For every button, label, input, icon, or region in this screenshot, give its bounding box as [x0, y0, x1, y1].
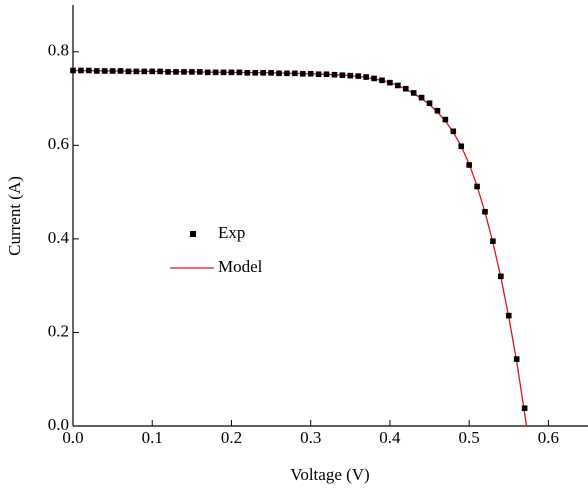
data-point — [212, 69, 219, 76]
data-point — [331, 71, 338, 78]
data-point — [70, 67, 76, 74]
x-tick-label: 0.3 — [300, 428, 321, 447]
data-point — [387, 79, 393, 86]
x-tick-label: 0.4 — [379, 428, 401, 447]
data-point — [244, 70, 251, 76]
x-tick-label: 0.0 — [62, 428, 83, 447]
x-tick-label: 0.1 — [142, 428, 163, 447]
data-point — [315, 71, 322, 78]
data-point — [355, 73, 362, 79]
data-point — [204, 69, 211, 76]
y-tick-label: 0.6 — [48, 134, 69, 153]
data-point — [521, 405, 528, 412]
data-point — [379, 77, 385, 84]
data-point — [157, 68, 163, 75]
x-tick-label: 0.2 — [221, 428, 242, 447]
data-point — [498, 273, 504, 280]
data-point — [260, 70, 266, 76]
data-point — [426, 100, 433, 107]
y-axis-label: Current (A) — [5, 176, 24, 256]
data-point — [86, 67, 92, 74]
data-point — [442, 116, 449, 123]
model-line — [72, 69, 528, 427]
data-point — [482, 208, 488, 215]
data-point — [236, 69, 243, 76]
data-point — [196, 69, 203, 75]
data-point — [125, 68, 132, 75]
data-point — [505, 312, 512, 319]
data-point — [133, 68, 140, 75]
data-point — [363, 74, 369, 80]
y-tick-label: 0.0 — [48, 415, 69, 434]
data-point — [466, 162, 472, 168]
data-point — [474, 183, 480, 190]
data-point — [276, 70, 282, 77]
x-axis-label: Voltage (V) — [290, 465, 369, 484]
data-point — [101, 68, 108, 74]
data-point — [268, 70, 274, 76]
x-tick-label: 0.6 — [538, 428, 559, 447]
legend-label: Model — [218, 257, 263, 276]
y-tick-label: 0.8 — [48, 41, 69, 60]
data-point — [165, 69, 171, 75]
data-point — [189, 69, 195, 75]
data-point — [434, 107, 441, 114]
data-point — [93, 68, 100, 74]
y-tick-label: 0.4 — [48, 228, 70, 247]
legend-label: Exp — [218, 223, 245, 242]
data-point — [339, 72, 346, 78]
data-point — [109, 68, 116, 74]
data-point — [395, 82, 401, 89]
data-point — [181, 69, 187, 75]
data-point — [149, 68, 156, 75]
data-point — [284, 70, 290, 77]
x-tick-label: 0.5 — [459, 428, 480, 447]
data-point — [292, 70, 298, 77]
data-point — [299, 70, 306, 77]
data-point — [490, 238, 496, 245]
data-point — [458, 143, 465, 150]
legend-marker — [190, 231, 196, 237]
data-point — [228, 69, 235, 76]
data-point — [252, 70, 259, 76]
data-point — [323, 71, 330, 78]
data-point — [402, 85, 409, 92]
y-tick-label: 0.2 — [48, 321, 69, 340]
data-point — [78, 67, 84, 74]
data-point — [307, 70, 314, 77]
data-point — [450, 128, 457, 135]
data-point — [220, 69, 227, 76]
data-point — [371, 75, 377, 82]
data-point — [141, 68, 148, 75]
data-point — [173, 69, 179, 75]
data-point — [410, 90, 417, 96]
data-point — [117, 68, 124, 74]
data-point — [418, 94, 425, 101]
data-point — [347, 72, 354, 79]
data-point — [513, 356, 520, 362]
